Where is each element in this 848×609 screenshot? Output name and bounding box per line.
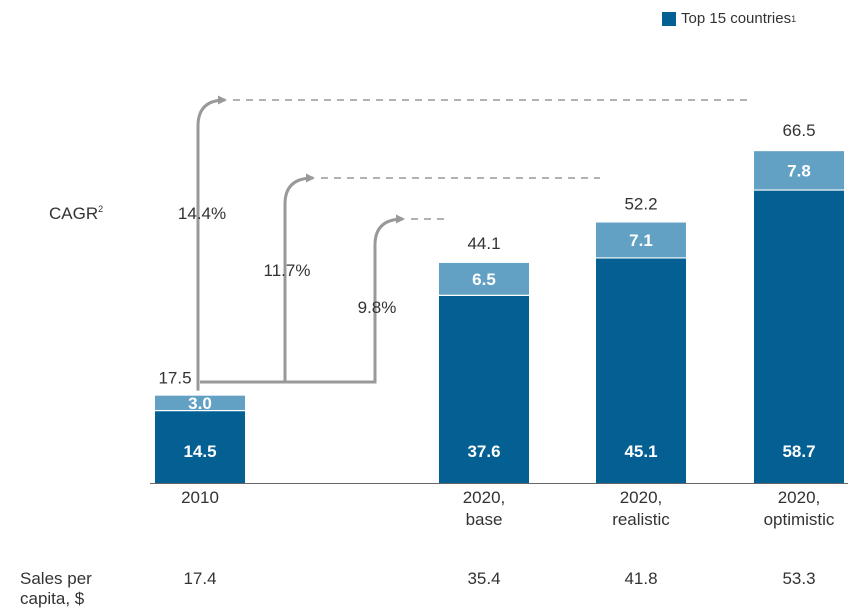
bar-value-label: 7.8	[787, 162, 811, 181]
sales-per-capita-value: 53.3	[782, 569, 815, 588]
x-tick-label: 2010	[181, 488, 219, 507]
legend-label: Top 15 countries	[681, 10, 792, 27]
cagr-label: CAGR2	[49, 204, 103, 223]
x-tick-label: 2020,	[778, 488, 821, 507]
bar-segment-top15	[155, 410, 245, 483]
cagr-value-label: 9.8%	[358, 298, 397, 317]
growth-arrow	[196, 95, 227, 391]
bar-value-label: 14.5	[183, 442, 216, 461]
bar-value-label: 6.5	[472, 270, 496, 289]
cagr-footnote-marker: 2	[98, 204, 103, 214]
x-tick-label: optimistic	[764, 510, 835, 529]
sales-per-capita-label: Sales per	[20, 569, 92, 588]
bar-segment-other	[754, 151, 844, 191]
cagr-label-text: CAGR	[49, 204, 98, 223]
sales-per-capita-value: 41.8	[624, 569, 657, 588]
legend-swatch	[662, 11, 676, 26]
x-tick-label: realistic	[612, 510, 670, 529]
x-tick-label: base	[466, 510, 503, 529]
bar-value-label: 3.0	[188, 394, 212, 413]
sales-per-capita-value: 35.4	[467, 569, 500, 588]
x-tick-label: 2020,	[620, 488, 663, 507]
bar-segment-other	[155, 395, 245, 411]
legend: Top 15 countries 1	[662, 10, 796, 27]
bar-segment-top15	[754, 190, 844, 483]
bar-segment-other	[596, 222, 686, 258]
bar-segment-other	[439, 262, 529, 296]
growth-arrow	[200, 173, 315, 384]
bar-total-label: 66.5	[782, 121, 815, 140]
growth-arrow	[200, 214, 405, 384]
bar-total-label: 17.5	[158, 369, 191, 388]
bar-segment-top15	[439, 295, 529, 483]
bar-value-label: 45.1	[624, 442, 657, 461]
sales-per-capita-label: capita, $	[20, 589, 85, 608]
bar-value-label: 7.1	[629, 231, 653, 250]
sales-per-capita-value: 17.4	[183, 569, 216, 588]
bar-total-label: 52.2	[624, 195, 657, 214]
bar-value-label: 37.6	[467, 442, 500, 461]
bar-value-label: 58.7	[782, 442, 815, 461]
cagr-value-label: 14.4%	[178, 204, 226, 223]
bar-total-label: 44.1	[467, 234, 500, 253]
bar-segment-top15	[596, 257, 686, 483]
x-tick-label: 2020,	[463, 488, 506, 507]
cagr-value-label: 11.7%	[264, 261, 311, 280]
